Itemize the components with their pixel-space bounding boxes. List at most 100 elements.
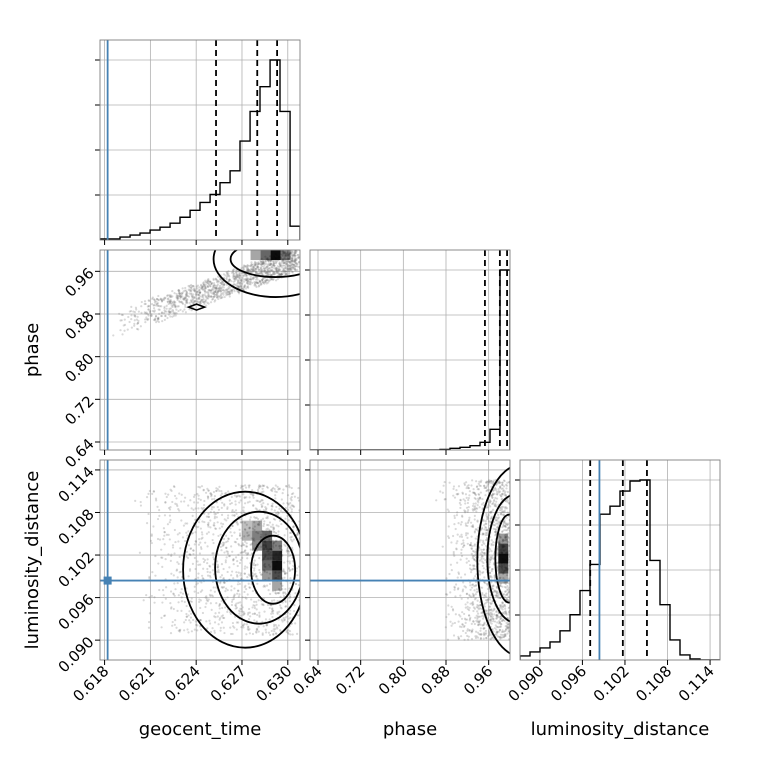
sample-point	[240, 484, 243, 487]
sample-point	[209, 519, 212, 522]
sample-point	[184, 295, 187, 298]
sample-point	[506, 507, 509, 510]
sample-point	[265, 279, 268, 282]
sample-point	[501, 539, 505, 542]
sample-point	[233, 288, 236, 291]
sample-point	[289, 506, 292, 509]
sample-point	[272, 271, 275, 274]
sample-point	[270, 629, 273, 633]
sample-point	[244, 274, 248, 277]
sample-point	[246, 264, 249, 267]
sample-point	[485, 489, 489, 492]
sample-point	[287, 617, 290, 620]
sample-point	[218, 489, 221, 492]
sample-point	[256, 488, 260, 492]
sample-point	[284, 600, 287, 604]
sample-point	[508, 610, 510, 613]
sample-point	[237, 279, 240, 282]
sample-point	[246, 285, 250, 288]
sample-point	[206, 279, 209, 282]
sample-point	[161, 589, 165, 592]
sample-point	[506, 523, 509, 526]
sample-point	[266, 623, 269, 627]
sample-point	[288, 267, 291, 270]
sample-point	[288, 271, 291, 274]
sample-point	[486, 506, 490, 509]
sample-point	[183, 496, 187, 499]
sample-point	[473, 564, 476, 567]
sample-point	[237, 589, 240, 592]
sample-point	[494, 594, 497, 597]
sample-point	[253, 263, 257, 266]
sample-point	[471, 602, 474, 605]
sample-point	[290, 499, 293, 502]
sample-point	[497, 520, 500, 523]
sample-point	[203, 289, 207, 293]
sample-point	[469, 602, 472, 605]
sample-point	[496, 519, 499, 522]
sample-point	[215, 489, 218, 493]
sample-point	[176, 561, 179, 564]
sample-point	[217, 280, 220, 283]
sample-point	[500, 604, 503, 607]
sample-point	[197, 543, 201, 546]
sample-point	[296, 253, 299, 257]
sample-point	[129, 309, 133, 313]
sample-point	[194, 540, 198, 543]
sample-point	[199, 302, 202, 305]
sample-point	[245, 266, 248, 269]
sample-point	[181, 292, 184, 295]
sample-point	[145, 495, 149, 499]
sample-point	[291, 271, 294, 274]
sample-point	[292, 492, 295, 495]
x-tick-label: 0.96	[460, 662, 496, 698]
sample-point	[236, 289, 239, 292]
sample-point	[290, 259, 293, 262]
sample-point	[506, 616, 509, 620]
sample-point	[474, 575, 477, 578]
sample-point	[231, 550, 234, 553]
sample-point	[185, 301, 188, 304]
sample-point	[286, 615, 289, 618]
sample-point	[294, 265, 297, 268]
sample-point	[248, 496, 251, 499]
sample-point	[196, 294, 200, 297]
sample-point	[276, 611, 279, 614]
sample-point	[289, 262, 292, 265]
sample-point	[160, 299, 164, 302]
sample-point	[484, 494, 487, 497]
sample-point	[193, 628, 196, 631]
sample-point	[148, 299, 151, 302]
sample-point	[246, 277, 249, 280]
sample-point	[171, 315, 174, 318]
sample-point	[493, 492, 496, 496]
sample-point	[485, 518, 489, 521]
sample-point	[472, 620, 475, 623]
sample-point	[172, 592, 175, 595]
sample-point	[220, 522, 223, 525]
sample-point	[152, 490, 155, 493]
sample-point	[268, 521, 272, 524]
sample-point	[252, 493, 255, 497]
sample-point	[277, 512, 280, 515]
sample-point	[163, 530, 166, 534]
sample-point	[491, 502, 494, 506]
sample-point	[221, 586, 224, 589]
sample-point	[470, 622, 473, 625]
sample-point	[201, 298, 204, 302]
sample-point	[465, 506, 469, 509]
sample-point	[194, 539, 197, 543]
sample-point	[213, 510, 216, 514]
sample-point	[303, 264, 305, 266]
sample-point	[454, 583, 458, 586]
sample-point	[239, 607, 242, 610]
sample-point	[245, 282, 248, 285]
sample-point	[232, 277, 235, 280]
sample-point	[294, 582, 298, 586]
sample-point	[289, 264, 292, 267]
sample-point	[225, 288, 228, 291]
sample-point	[251, 492, 254, 496]
sample-point	[210, 594, 213, 597]
sample-point	[502, 612, 505, 615]
sample-point	[286, 267, 289, 271]
